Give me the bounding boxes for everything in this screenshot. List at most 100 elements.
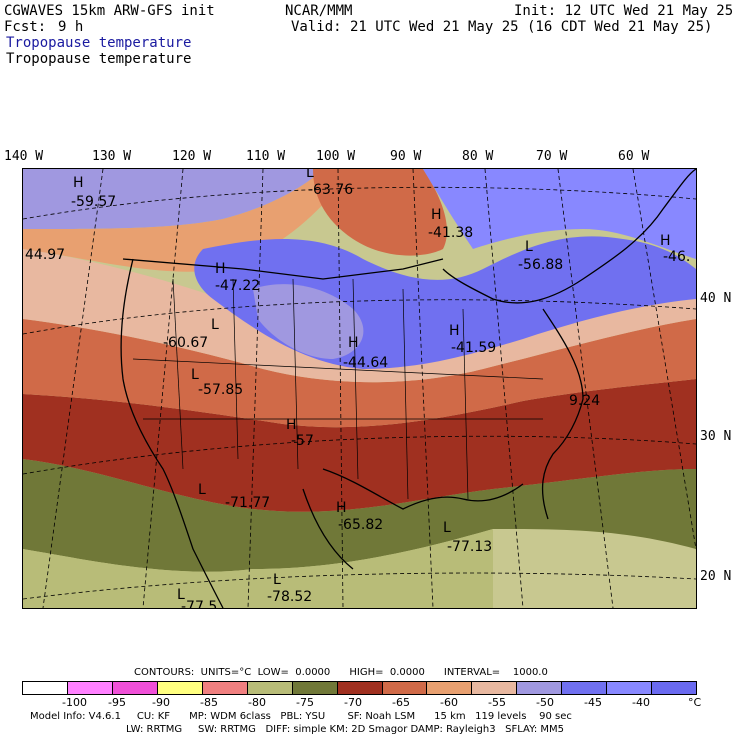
colorbar-tick: -70 [344, 696, 362, 709]
contours-info: CONTOURS: UNITS=°C LOW= 0.0000 HIGH= 0.0… [134, 667, 548, 678]
map-label: -56.88 [518, 257, 563, 273]
org-label: NCAR/MMM [285, 3, 353, 19]
temperature-fill-band [23, 319, 696, 428]
map-label: -47.22 [215, 278, 260, 294]
map-label: H [286, 417, 297, 433]
lat-label: 20 N [700, 569, 732, 584]
colorbar-swatch [652, 682, 697, 694]
map-label: -65.82 [338, 517, 383, 533]
temperature-fill-band [253, 284, 364, 359]
colorbar-tick: -50 [536, 696, 554, 709]
map-label: -71.77 [225, 495, 270, 511]
lon-label: 70 W [536, 149, 568, 164]
map-label: -57.85 [198, 382, 243, 398]
temperature-fill-band [23, 529, 493, 608]
temperature-fill-band [313, 169, 447, 256]
map-label: -41.38 [428, 225, 473, 241]
lon-label: 100 W [316, 149, 356, 164]
map-canvas: H -59.57 L -63.76 H -41.38 L -56.88 H -4… [23, 169, 696, 608]
temperature-fill-band [23, 169, 323, 229]
map-label: L [273, 572, 281, 588]
map-label: 9.24 [569, 393, 600, 409]
lon-label: 90 W [390, 149, 422, 164]
map-label: -63.76 [308, 182, 353, 198]
map-label: L [191, 367, 199, 383]
map-label: -77.13 [447, 539, 492, 555]
map-label: -60.67 [163, 335, 208, 351]
colorbar-tick: -85 [200, 696, 218, 709]
colorbar [22, 681, 697, 695]
temperature-fill-band [23, 379, 696, 512]
colorbar-swatch [607, 682, 653, 694]
state-borders [132, 278, 544, 500]
lon-label: 80 W [462, 149, 494, 164]
map-label: L [198, 482, 206, 498]
colorbar-swatch [382, 682, 428, 694]
map-label: -77.5 [181, 599, 217, 608]
colorbar-tick: -80 [248, 696, 266, 709]
map-label: H [336, 500, 347, 516]
colorbar-swatch [562, 682, 608, 694]
temperature-fill-band [23, 249, 696, 383]
colorbar-tick: -95 [108, 696, 126, 709]
model-title: CGWAVES 15km ARW-GFS init [4, 3, 215, 19]
model-info-line2: LW: RRTMG SW: RRTMG DIFF: simple KM: 2D … [126, 724, 565, 735]
map-label: L [525, 239, 533, 255]
colorbar-swatch [67, 682, 113, 694]
map-label: H [660, 233, 671, 249]
model-info-line1: Model Info: V4.6.1 CU: KF MP: WDM 6class… [30, 711, 572, 722]
colorbar-tick: -65 [392, 696, 410, 709]
map-label: -57 [291, 433, 314, 449]
field-title-contours: Tropopause temperature [6, 51, 192, 67]
map-label: -59.57 [71, 194, 116, 210]
lon-label: 140 W [4, 149, 44, 164]
colorbar-tick: -60 [440, 696, 458, 709]
lat-label: 40 N [700, 291, 732, 306]
map-label: H [431, 207, 442, 223]
colorbar-tick: -75 [296, 696, 314, 709]
map-label: -41.59 [451, 340, 496, 356]
map-label: 44.97 [25, 247, 65, 263]
colorbar-tick: -40 [632, 696, 650, 709]
colorbar-tick: -100 [62, 696, 87, 709]
map-label: -44.64 [343, 355, 388, 371]
lat-label: 30 N [700, 429, 732, 444]
coastline [120, 169, 696, 608]
lon-label: 60 W [618, 149, 650, 164]
forecast-label: Fcst: [4, 19, 47, 35]
colorbar-swatch [472, 682, 518, 694]
lon-label: 110 W [246, 149, 286, 164]
map-panel: H -59.57 L -63.76 H -41.38 L -56.88 H -4… [22, 168, 697, 609]
map-label: H [348, 335, 359, 351]
lon-label: 130 W [92, 149, 132, 164]
init-time: Init: 12 UTC Wed 21 May 25 [514, 3, 734, 19]
colorbar-swatch [427, 682, 473, 694]
colorbar-swatch [112, 682, 158, 694]
colorbar-swatch [517, 682, 563, 694]
map-label: H [215, 261, 226, 277]
colorbar-tick: -45 [584, 696, 602, 709]
map-label: L [443, 520, 451, 536]
valid-time: Valid: 21 UTC Wed 21 May 25 (16 CDT Wed … [291, 19, 713, 35]
map-label: H [73, 175, 84, 191]
graticule [23, 169, 696, 608]
forecast-hour: 9 h [58, 19, 84, 35]
colorbar-swatch [23, 682, 68, 694]
map-label: L [306, 169, 314, 181]
map-label: H [449, 323, 460, 339]
temperature-fill-band [423, 169, 696, 259]
colorbar-swatch [292, 682, 338, 694]
map-label: -46. [663, 249, 690, 265]
colorbar-swatch [337, 682, 383, 694]
colorbar-swatch [157, 682, 203, 694]
map-label: L [211, 317, 219, 333]
colorbar-tick: -55 [488, 696, 506, 709]
colorbar-unit: °C [688, 696, 702, 709]
colorbar-tick: -90 [152, 696, 170, 709]
map-label: L [177, 587, 185, 603]
field-title-colorfill: Tropopause temperature [6, 35, 192, 51]
lon-label: 120 W [172, 149, 212, 164]
colorbar-swatch [202, 682, 248, 694]
colorbar-swatch [247, 682, 293, 694]
map-label: -78.52 [267, 589, 312, 605]
